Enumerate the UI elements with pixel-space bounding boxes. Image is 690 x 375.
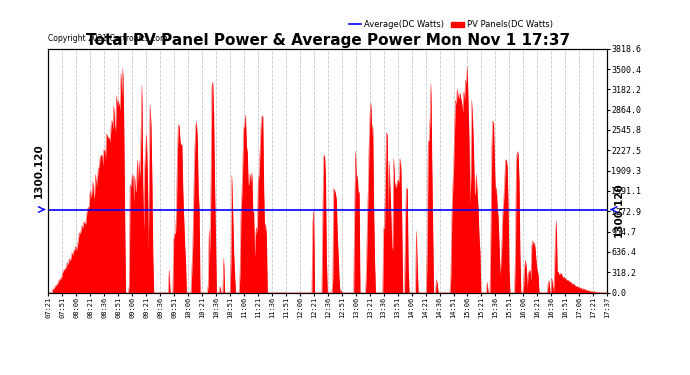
Text: 1300.120: 1300.120 — [614, 182, 624, 237]
Title: Total PV Panel Power & Average Power Mon Nov 1 17:37: Total PV Panel Power & Average Power Mon… — [86, 33, 570, 48]
Text: Copyright 2021 Cartronics.com: Copyright 2021 Cartronics.com — [48, 34, 168, 43]
Legend: Average(DC Watts), PV Panels(DC Watts): Average(DC Watts), PV Panels(DC Watts) — [345, 17, 556, 33]
Y-axis label: 1300.120: 1300.120 — [34, 143, 44, 198]
